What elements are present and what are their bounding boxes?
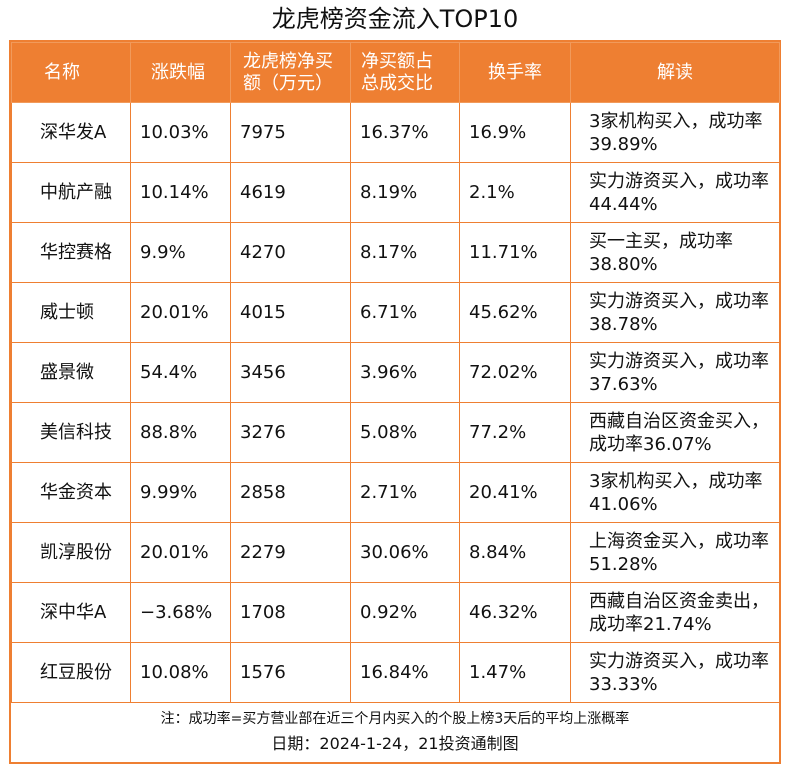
header-row: 名称 涨跌幅 龙虎榜净买 额（万元） 净买额占 总成交比 换手率 解读 — [11, 42, 780, 103]
cell-interpretation: 3家机构买入，成功率41.06% — [570, 462, 780, 523]
cell-net-buy: 1708 — [230, 582, 351, 643]
cell-ratio: 16.37% — [350, 102, 460, 163]
header-net-buy: 龙虎榜净买 额（万元） — [230, 42, 351, 103]
cell-name: 深华发A — [11, 102, 131, 163]
cell-name: 中航产融 — [11, 162, 131, 223]
cell-change: 54.4% — [130, 342, 231, 403]
cell-net-buy: 4270 — [230, 222, 351, 283]
cell-name: 华控赛格 — [11, 222, 131, 283]
footnote: 注：成功率=买方营业部在近三个月内买入的个股上榜3天后的平均上涨概率 — [160, 711, 630, 727]
cell-turnover: 16.9% — [459, 102, 571, 163]
table-row: 红豆股份 10.08% 1576 16.84% 1.47% 实力游资买入，成功率33.33… — [11, 642, 780, 703]
cell-interpretation: 西藏自治区资金卖出，成功率21.74% — [570, 582, 780, 643]
cell-ratio: 5.08% — [350, 402, 460, 463]
cell-interpretation: 实力游资买入，成功率38.78% — [570, 282, 780, 343]
cell-ratio: 2.71% — [350, 462, 460, 523]
cell-name: 深中华A — [11, 582, 131, 643]
cell-change: 20.01% — [130, 282, 231, 343]
page-title: 龙虎榜资金流入TOP10 — [271, 5, 519, 33]
cell-turnover: 2.1% — [459, 162, 571, 223]
table-row: 中航产融 10.14% 4619 8.19% 2.1% 实力游资买入，成功率44.44% — [11, 162, 780, 223]
cell-turnover: 11.71% — [459, 222, 571, 283]
cell-net-buy: 3276 — [230, 402, 351, 463]
cell-name: 凯淳股份 — [11, 522, 131, 583]
cell-turnover: 46.32% — [459, 582, 571, 643]
source-date: 日期：2024-1-24，21投资通制图 — [271, 734, 519, 753]
cell-interpretation: 上海资金买入，成功率51.28% — [570, 522, 780, 583]
header-change: 涨跌幅 — [130, 42, 231, 103]
table-frame: 名称 涨跌幅 龙虎榜净买 额（万元） 净买额占 总成交比 换手率 解读 深华发A 10… — [9, 40, 781, 764]
cell-change: 88.8% — [130, 402, 231, 463]
header-interpretation: 解读 — [570, 42, 780, 103]
header-net-buy-line2: 额（万元） — [243, 72, 333, 94]
cell-name: 华金资本 — [11, 462, 131, 523]
cell-ratio: 0.92% — [350, 582, 460, 643]
table-row: 威士顿 20.01% 4015 6.71% 45.62% 实力游资买入，成功率38.78% — [11, 282, 780, 343]
header-turnover: 换手率 — [459, 42, 571, 103]
cell-name: 红豆股份 — [11, 642, 131, 703]
table-row: 华金资本 9.99% 2858 2.71% 20.41% 3家机构买入，成功率41.06% — [11, 462, 780, 523]
cell-turnover: 1.47% — [459, 642, 571, 703]
cell-net-buy: 2858 — [230, 462, 351, 523]
header-name: 名称 — [11, 42, 131, 103]
cell-turnover: 72.02% — [459, 342, 571, 403]
header-ratio-line1: 净买额占 — [361, 50, 433, 72]
cell-net-buy: 4619 — [230, 162, 351, 223]
cell-turnover: 77.2% — [459, 402, 571, 463]
cell-turnover: 45.62% — [459, 282, 571, 343]
cell-net-buy: 4015 — [230, 282, 351, 343]
cell-name: 美信科技 — [11, 402, 131, 463]
header-ratio-line2: 总成交比 — [361, 72, 433, 94]
cell-net-buy: 7975 — [230, 102, 351, 163]
cell-change: 20.01% — [130, 522, 231, 583]
header-ratio: 净买额占 总成交比 — [350, 42, 460, 103]
cell-change: −3.68% — [130, 582, 231, 643]
cell-change: 9.9% — [130, 222, 231, 283]
table-row: 深中华A −3.68% 1708 0.92% 46.32% 西藏自治区资金卖出，成功率21… — [11, 582, 780, 643]
cell-ratio: 8.19% — [350, 162, 460, 223]
header-net-buy-line1: 龙虎榜净买 — [243, 50, 333, 72]
cell-interpretation: 实力游资买入，成功率44.44% — [570, 162, 780, 223]
cell-interpretation: 3家机构买入，成功率39.89% — [570, 102, 780, 163]
data-table: 名称 涨跌幅 龙虎榜净买 额（万元） 净买额占 总成交比 换手率 解读 深华发A 10… — [11, 42, 780, 703]
cell-name: 威士顿 — [11, 282, 131, 343]
cell-change: 9.99% — [130, 462, 231, 523]
cell-name: 盛景微 — [11, 342, 131, 403]
cell-net-buy: 3456 — [230, 342, 351, 403]
cell-interpretation: 实力游资买入，成功率37.63% — [570, 342, 780, 403]
table-row: 深华发A 10.03% 7975 16.37% 16.9% 3家机构买入，成功率39.89… — [11, 102, 780, 163]
cell-net-buy: 2279 — [230, 522, 351, 583]
cell-change: 10.03% — [130, 102, 231, 163]
table-row: 华控赛格 9.9% 4270 8.17% 11.71% 买一主买，成功率38.80% — [11, 222, 780, 283]
table-row: 美信科技 88.8% 3276 5.08% 77.2% 西藏自治区资金买入，成功率36.0… — [11, 402, 780, 463]
cell-interpretation: 西藏自治区资金买入，成功率36.07% — [570, 402, 780, 463]
table-row: 盛景微 54.4% 3456 3.96% 72.02% 实力游资买入，成功率37.63% — [11, 342, 780, 403]
cell-ratio: 3.96% — [350, 342, 460, 403]
table-row: 凯淳股份 20.01% 2279 30.06% 8.84% 上海资金买入，成功率51.28… — [11, 522, 780, 583]
cell-interpretation: 实力游资买入，成功率33.33% — [570, 642, 780, 703]
cell-ratio: 16.84% — [350, 642, 460, 703]
cell-net-buy: 1576 — [230, 642, 351, 703]
cell-ratio: 30.06% — [350, 522, 460, 583]
cell-change: 10.08% — [130, 642, 231, 703]
cell-ratio: 6.71% — [350, 282, 460, 343]
cell-turnover: 20.41% — [459, 462, 571, 523]
cell-change: 10.14% — [130, 162, 231, 223]
cell-interpretation: 买一主买，成功率38.80% — [570, 222, 780, 283]
cell-turnover: 8.84% — [459, 522, 571, 583]
cell-ratio: 8.17% — [350, 222, 460, 283]
